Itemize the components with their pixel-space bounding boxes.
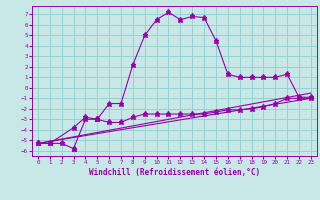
X-axis label: Windchill (Refroidissement éolien,°C): Windchill (Refroidissement éolien,°C) — [89, 168, 260, 177]
